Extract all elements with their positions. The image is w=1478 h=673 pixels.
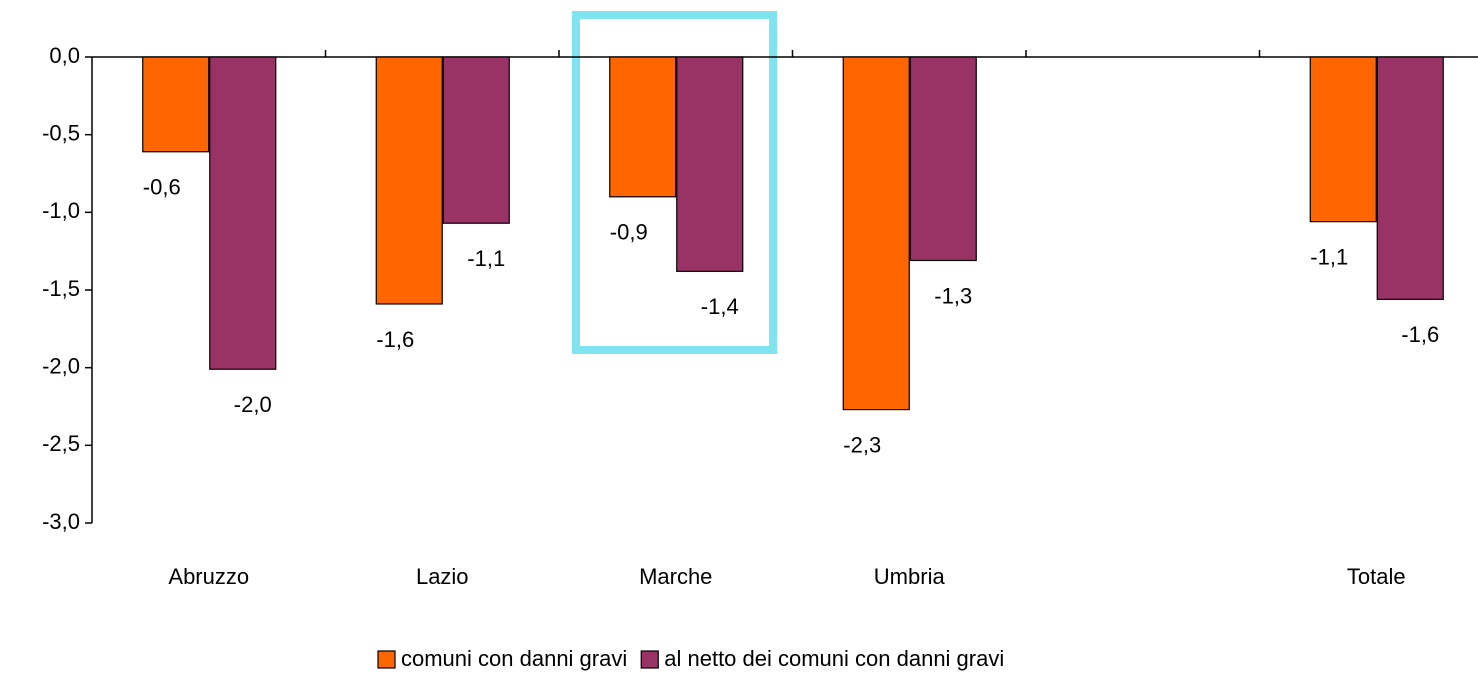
value-label: -1,1 — [1310, 244, 1348, 269]
legend-swatch — [377, 650, 396, 669]
legend-swatch — [640, 650, 659, 669]
bar — [909, 56, 977, 262]
y-tick-label: -1,0 — [42, 198, 80, 223]
x-tick-label: Umbria — [874, 564, 946, 589]
value-label: -1,1 — [467, 246, 505, 271]
value-label: -1,6 — [376, 327, 414, 352]
value-label: -2,3 — [843, 432, 881, 457]
y-tick-label: -2,0 — [42, 353, 80, 378]
bar — [209, 56, 277, 370]
bar — [442, 56, 510, 224]
x-tick-label: Abruzzo — [168, 564, 249, 589]
value-label: -1,6 — [1401, 322, 1439, 347]
bar — [1376, 56, 1444, 300]
x-tick-label: Marche — [639, 564, 712, 589]
highlight-box — [572, 11, 777, 354]
x-tick-label: Totale — [1347, 564, 1406, 589]
y-tick-label: 0,0 — [49, 43, 80, 68]
bar — [676, 56, 744, 272]
bar — [842, 56, 910, 411]
bar — [142, 56, 210, 153]
legend-label: comuni con danni gravi — [401, 646, 627, 671]
bar — [375, 56, 443, 305]
value-label: -2,0 — [234, 392, 272, 417]
y-tick-label: -3,0 — [42, 509, 80, 534]
value-label: -1,4 — [701, 294, 739, 319]
legend-label: al netto dei comuni con danni gravi — [664, 646, 1004, 671]
y-tick-label: -2,5 — [42, 431, 80, 456]
bar — [609, 56, 677, 198]
value-label: -1,3 — [934, 283, 972, 308]
value-label: -0,9 — [610, 220, 648, 245]
x-tick-label: Lazio — [416, 564, 469, 589]
y-tick-label: -1,5 — [42, 276, 80, 301]
y-tick-label: -0,5 — [42, 120, 80, 145]
bar — [1309, 56, 1377, 223]
value-label: -0,6 — [143, 175, 181, 200]
